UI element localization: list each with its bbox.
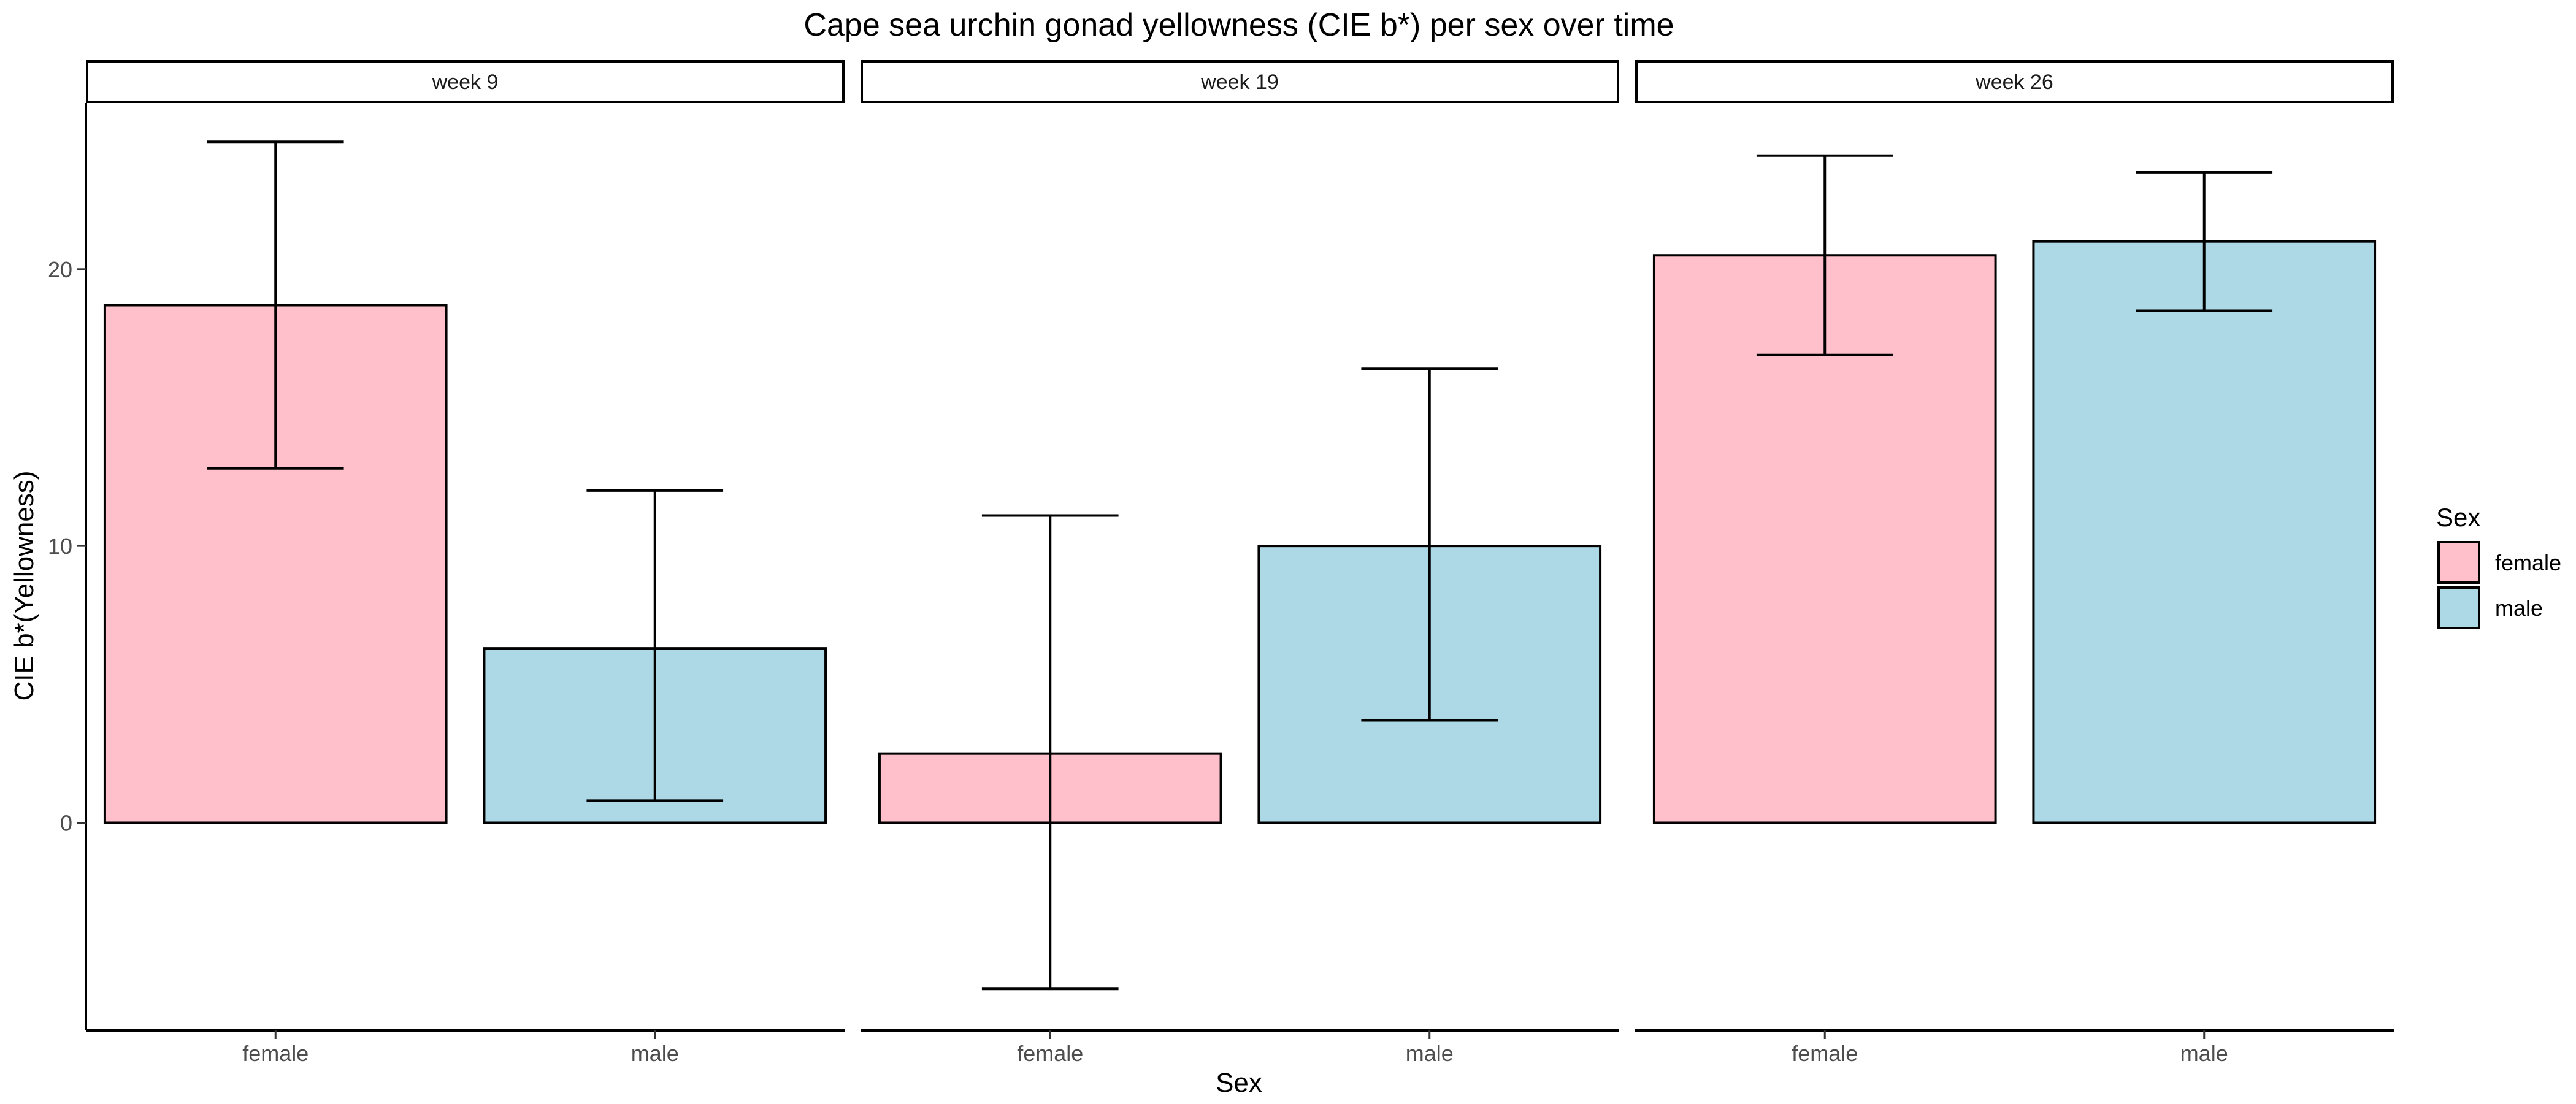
error-bar	[2136, 171, 2273, 312]
facet-strip	[1635, 60, 2394, 103]
x-tick-label: male	[2180, 1041, 2228, 1066]
x-tick-label: female	[242, 1041, 309, 1066]
facet-strip	[861, 60, 1619, 103]
x-tick-label: male	[631, 1041, 679, 1066]
x-tick-label: male	[1406, 1041, 1454, 1066]
legend: Sex female male	[2436, 503, 2561, 629]
error-bar	[1361, 367, 1498, 722]
facet-panel: week 9 female male	[86, 60, 845, 1066]
error-bar	[1756, 154, 1893, 356]
facet-strip-label: week 9	[432, 71, 499, 94]
y-axis-label: CIE b*(Yellowness)	[9, 471, 39, 701]
legend-key-female	[2437, 541, 2480, 584]
y-axis: 0 10 20	[48, 103, 87, 1030]
x-tick-label: female	[1017, 1041, 1083, 1066]
x-axis-label: Sex	[1216, 1068, 1262, 1098]
error-bar	[207, 140, 344, 470]
error-bar	[586, 489, 724, 802]
facet-panel: week 26 female male	[1635, 60, 2394, 1066]
bar-female	[103, 304, 448, 824]
bar-male	[2032, 240, 2377, 824]
facet-strip	[86, 60, 845, 103]
facet-strip-label: week 26	[1975, 71, 2053, 94]
legend-label-female: female	[2495, 550, 2561, 575]
chart-title: Cape sea urchin gonad yellowness (CIE b*…	[803, 7, 1674, 43]
y-tick-label: 10	[48, 534, 72, 559]
error-bar	[981, 514, 1119, 991]
legend-label-male: male	[2495, 596, 2543, 621]
legend-title: Sex	[2436, 503, 2480, 532]
legend-key-male	[2437, 586, 2480, 629]
y-tick-label: 0	[60, 810, 72, 835]
x-tick-label: female	[1792, 1041, 1858, 1066]
facet-panel: week 19 female male	[861, 60, 1619, 1066]
facet-strip-label: week 19	[1200, 71, 1279, 94]
y-tick-label: 20	[48, 257, 72, 282]
